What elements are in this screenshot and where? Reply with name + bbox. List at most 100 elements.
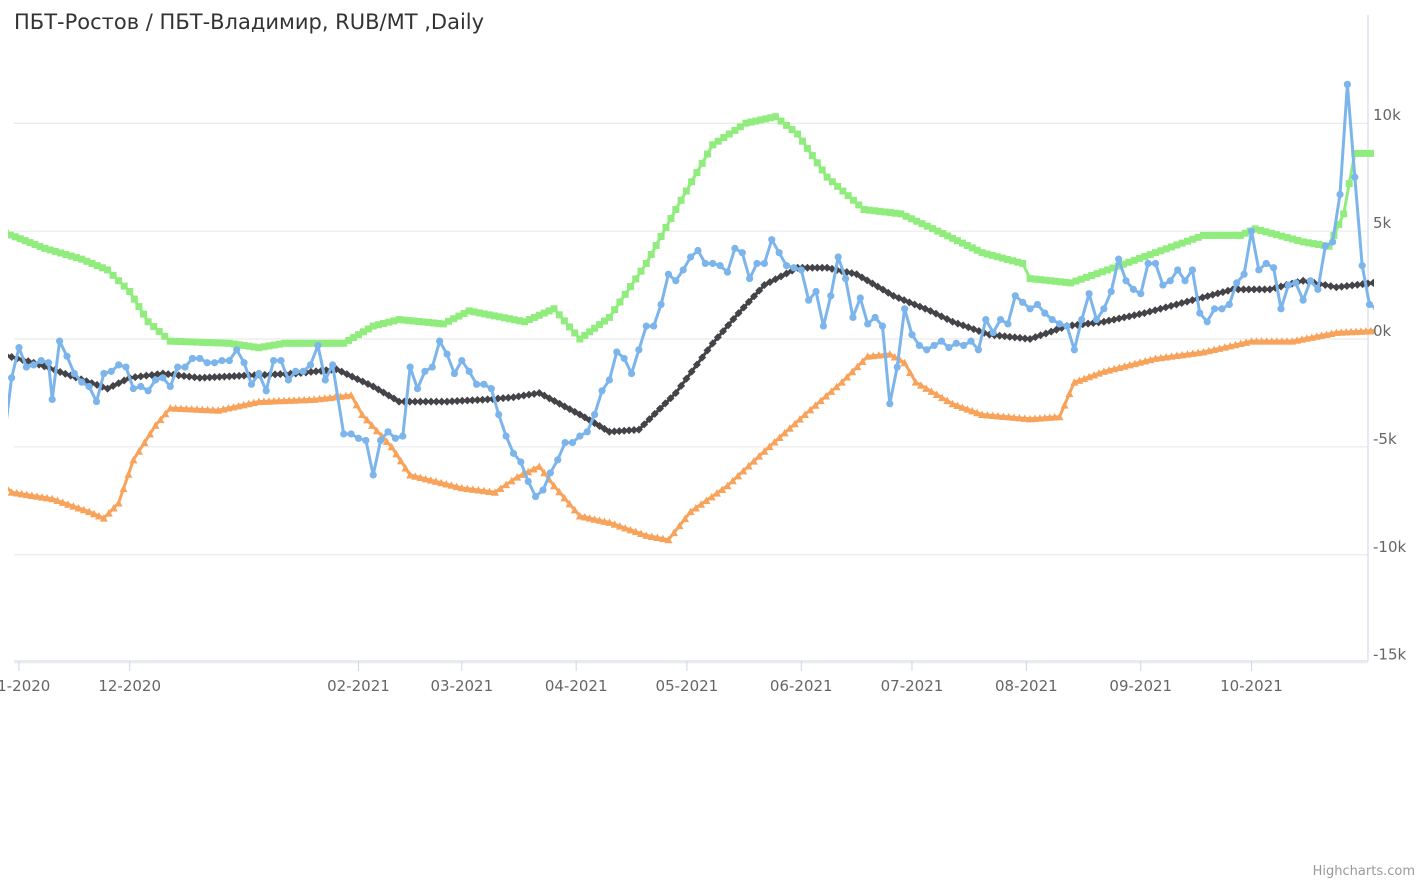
data-point[interactable] (937, 312, 946, 321)
data-point[interactable] (521, 318, 529, 326)
data-point[interactable] (384, 428, 392, 436)
data-point[interactable] (306, 367, 315, 376)
data-point[interactable] (885, 350, 894, 358)
data-point[interactable] (1255, 285, 1264, 294)
data-point[interactable] (142, 371, 151, 380)
data-point[interactable] (1272, 337, 1281, 345)
data-point[interactable] (934, 227, 942, 235)
data-point[interactable] (752, 117, 760, 125)
data-point[interactable] (16, 235, 24, 243)
data-point[interactable] (576, 335, 584, 343)
data-point[interactable] (159, 374, 167, 382)
data-point[interactable] (989, 328, 997, 337)
data-point[interactable] (0, 228, 4, 235)
data-point[interactable] (109, 381, 118, 390)
data-point[interactable] (37, 356, 45, 365)
data-point[interactable] (742, 119, 750, 127)
data-point[interactable] (382, 437, 391, 446)
data-point[interactable] (621, 290, 629, 298)
data-point[interactable] (225, 356, 233, 365)
data-point[interactable] (410, 317, 418, 325)
data-point[interactable] (1314, 285, 1322, 293)
data-point[interactable] (387, 442, 396, 451)
data-point[interactable] (1329, 238, 1337, 246)
data-point[interactable] (210, 373, 219, 382)
data-point[interactable] (430, 319, 438, 327)
data-point[interactable] (1166, 277, 1174, 285)
data-point[interactable] (1004, 412, 1013, 421)
data-point[interactable] (926, 306, 935, 315)
data-point[interactable] (164, 370, 173, 379)
data-point[interactable] (12, 489, 21, 497)
data-point[interactable] (507, 476, 516, 485)
data-point[interactable] (672, 206, 680, 214)
data-point[interactable] (448, 397, 457, 406)
data-point[interactable] (995, 331, 1004, 340)
data-point[interactable] (790, 264, 798, 272)
data-point[interactable] (67, 252, 75, 260)
data-point[interactable] (701, 259, 709, 268)
data-point[interactable] (1366, 326, 1375, 335)
data-point[interactable] (88, 259, 96, 267)
data-point[interactable] (1010, 333, 1019, 342)
data-point[interactable] (487, 385, 495, 393)
data-point[interactable] (581, 331, 589, 339)
data-point[interactable] (126, 288, 134, 296)
data-point[interactable] (1373, 272, 1382, 280)
data-point[interactable] (1383, 259, 1391, 267)
data-point[interactable] (1184, 237, 1191, 245)
data-point[interactable] (571, 329, 579, 337)
data-point[interactable] (1267, 337, 1276, 345)
data-point[interactable] (277, 356, 285, 365)
data-point[interactable] (1278, 232, 1286, 240)
data-point[interactable] (647, 532, 656, 540)
data-point[interactable] (849, 196, 857, 204)
data-point[interactable] (1265, 285, 1274, 294)
data-point[interactable] (478, 395, 487, 404)
data-point[interactable] (734, 471, 743, 480)
data-point[interactable] (235, 371, 244, 380)
data-point[interactable] (443, 397, 452, 406)
data-point[interactable] (100, 369, 108, 378)
data-point[interactable] (853, 362, 862, 371)
data-point[interactable] (1233, 279, 1241, 287)
data-point[interactable] (1262, 228, 1270, 236)
data-point[interactable] (1388, 150, 1395, 157)
data-point[interactable] (871, 207, 879, 215)
data-point[interactable] (198, 405, 207, 413)
data-point[interactable] (1067, 279, 1075, 287)
data-point[interactable] (736, 123, 744, 131)
data-point[interactable] (816, 396, 825, 405)
data-point[interactable] (884, 288, 893, 297)
data-point[interactable] (1048, 315, 1056, 324)
data-point[interactable] (1262, 337, 1271, 345)
series-circle[interactable] (0, 80, 1427, 501)
data-point[interactable] (1294, 236, 1302, 244)
data-point[interactable] (703, 346, 712, 355)
data-point[interactable] (1335, 221, 1343, 229)
data-point[interactable] (472, 380, 481, 388)
data-point[interactable] (156, 415, 165, 424)
data-point[interactable] (103, 384, 112, 393)
data-point[interactable] (171, 404, 180, 412)
data-point[interactable] (1011, 292, 1019, 300)
data-point[interactable] (681, 514, 690, 523)
data-point[interactable] (1109, 264, 1117, 272)
data-point[interactable] (709, 141, 717, 149)
data-point[interactable] (1256, 226, 1264, 234)
data-point[interactable] (352, 400, 361, 409)
data-point[interactable] (631, 527, 640, 536)
data-point[interactable] (72, 254, 80, 262)
data-point[interactable] (437, 478, 446, 487)
data-point[interactable] (215, 372, 224, 381)
data-point[interactable] (401, 463, 410, 472)
data-point[interactable] (738, 249, 746, 257)
data-point[interactable] (560, 493, 569, 502)
data-point[interactable] (1141, 253, 1149, 261)
data-point[interactable] (515, 317, 523, 325)
data-point[interactable] (1046, 277, 1054, 285)
data-point[interactable] (1120, 260, 1128, 268)
data-point[interactable] (998, 254, 1006, 262)
data-point[interactable] (1351, 173, 1359, 181)
data-point[interactable] (694, 246, 702, 255)
